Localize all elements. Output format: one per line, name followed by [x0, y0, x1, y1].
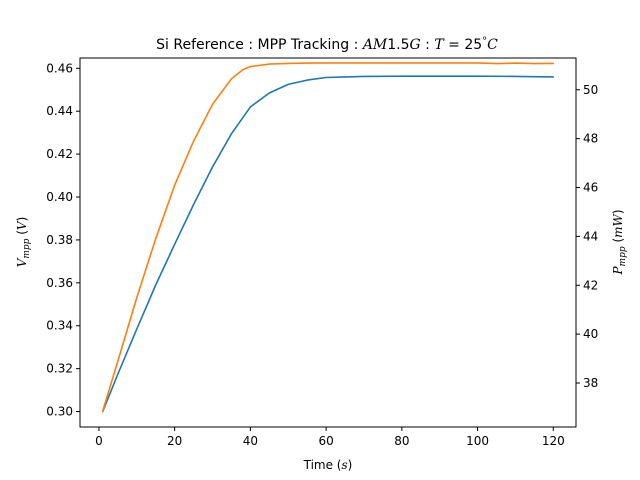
y-axis-left-title: Vmpp (V) [15, 217, 32, 268]
y-left-tick-label: 0.46 [46, 61, 73, 75]
series-layer [101, 62, 555, 413]
y-left-tick-label: 0.36 [46, 276, 73, 290]
x-tick-label: 120 [542, 434, 565, 448]
x-tick-label: 40 [243, 434, 258, 448]
x-tick-label: 20 [167, 434, 182, 448]
chart-title: Si Reference : MPP Tracking : AM1.5G : T… [156, 36, 498, 53]
y-right-tick-label: 42 [583, 278, 598, 292]
y-axis-right: 38 40 42 44 46 48 50 [576, 83, 598, 390]
y-right-tick-label: 44 [583, 229, 598, 243]
y-right-tick-label: 38 [583, 376, 598, 390]
x-tick-label: 100 [466, 434, 489, 448]
y-left-tick-label: 0.40 [46, 190, 73, 204]
y-left-tick-label: 0.30 [46, 405, 73, 419]
y-left-tick-label: 0.42 [46, 147, 73, 161]
y-right-tick-label: 48 [583, 132, 598, 146]
y-left-tick-label: 0.32 [46, 362, 73, 376]
y-right-tick-label: 40 [583, 327, 598, 341]
x-axis-title: Time (s) [303, 458, 353, 472]
y-left-tick-label: 0.44 [46, 104, 73, 118]
x-tick-label: 60 [318, 434, 333, 448]
series-line-pmpp [101, 62, 555, 412]
y-axis-right-title: Pmpp (mW) [611, 209, 628, 275]
plot-frame [79, 57, 577, 428]
x-axis: 0 20 40 60 80 100 120 [95, 427, 565, 448]
y-left-tick-label: 0.38 [46, 233, 73, 247]
x-tick-label: 80 [394, 434, 409, 448]
y-right-tick-label: 50 [583, 83, 598, 97]
y-left-tick-label: 0.34 [46, 319, 73, 333]
x-tick-label: 0 [95, 434, 103, 448]
series-line-vmpp [101, 75, 555, 413]
y-axis-left: 0.30 0.32 0.34 0.36 0.38 0.40 0.42 0.44 0.46 [46, 61, 80, 419]
y-right-tick-label: 46 [583, 181, 598, 195]
